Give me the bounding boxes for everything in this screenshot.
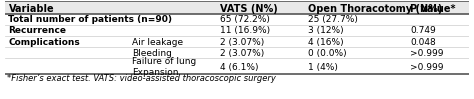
- Text: Air leakage: Air leakage: [132, 38, 183, 47]
- Text: Variable: Variable: [9, 4, 54, 14]
- Text: 0.048: 0.048: [410, 38, 436, 47]
- Text: P value*: P value*: [410, 4, 456, 14]
- Bar: [5, 58, 469, 74]
- Bar: [5, 1, 469, 14]
- Text: 2 (3.07%): 2 (3.07%): [220, 38, 264, 47]
- Text: *Fisher’s exact test. VATS: video-assisted thoracoscopic surgery: *Fisher’s exact test. VATS: video-assist…: [7, 74, 276, 83]
- Bar: [5, 47, 469, 58]
- Bar: [5, 36, 469, 47]
- Text: 65 (72.2%): 65 (72.2%): [220, 15, 270, 24]
- Text: VATS (N%): VATS (N%): [220, 4, 278, 14]
- Text: Open Thoracotomy (N%): Open Thoracotomy (N%): [308, 4, 442, 14]
- Text: 3 (12%): 3 (12%): [308, 26, 344, 35]
- Text: Recurrence: Recurrence: [9, 26, 66, 35]
- Text: 25 (27.7%): 25 (27.7%): [308, 15, 358, 24]
- Text: 4 (16%): 4 (16%): [308, 38, 344, 47]
- Text: Failure of lung
Expansion: Failure of lung Expansion: [132, 57, 197, 77]
- Text: 11 (16.9%): 11 (16.9%): [220, 26, 270, 35]
- Text: 4 (6.1%): 4 (6.1%): [220, 63, 258, 72]
- Text: >0.999: >0.999: [410, 49, 444, 58]
- Text: 0.749: 0.749: [410, 26, 436, 35]
- Text: 1 (4%): 1 (4%): [308, 63, 338, 72]
- Text: >0.999: >0.999: [410, 63, 444, 72]
- Text: 0 (0.0%): 0 (0.0%): [308, 49, 346, 58]
- Text: Complications: Complications: [9, 38, 80, 47]
- Bar: [5, 25, 469, 36]
- Text: Total number of patients (n=90): Total number of patients (n=90): [9, 15, 173, 24]
- Text: 2 (3.07%): 2 (3.07%): [220, 49, 264, 58]
- Text: Bleeding: Bleeding: [132, 49, 173, 58]
- Bar: [5, 14, 469, 25]
